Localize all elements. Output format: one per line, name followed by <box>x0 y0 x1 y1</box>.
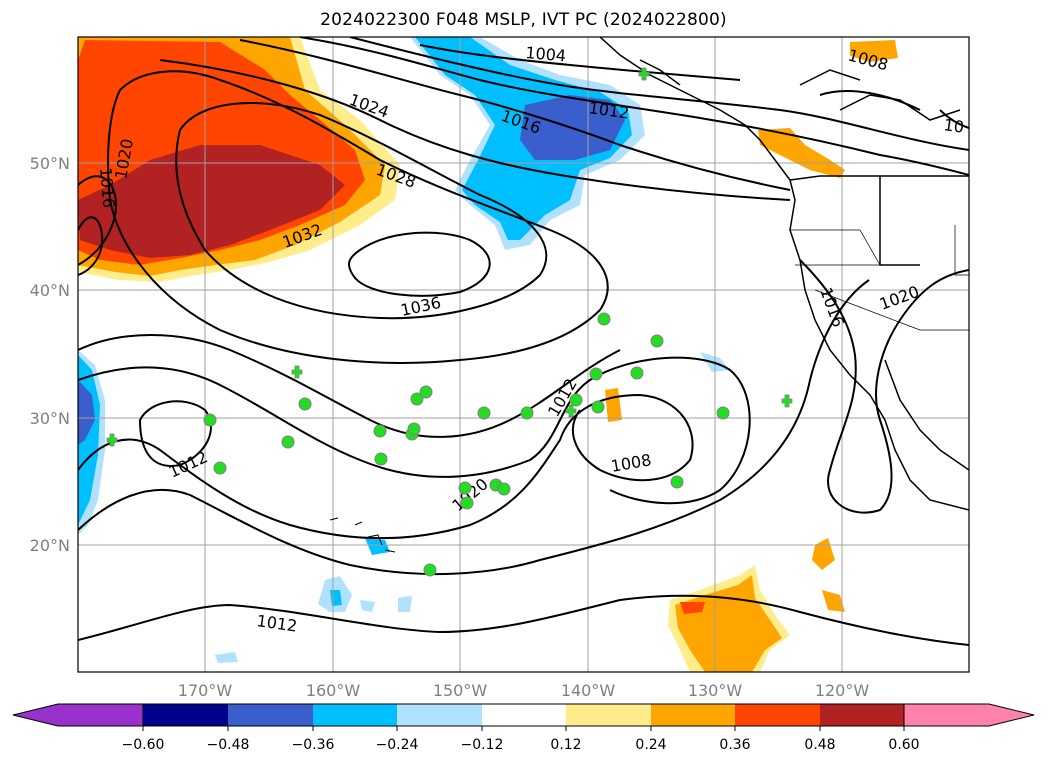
colorbar-tick: −0.36 <box>292 737 335 753</box>
isobars <box>78 37 969 646</box>
isobar-label: 10 <box>942 115 965 137</box>
obs-marker <box>497 482 511 496</box>
lat-label: 20°N <box>30 536 70 555</box>
obs-marker <box>298 397 312 411</box>
colorbar-tick: 0.60 <box>888 737 919 753</box>
ivt-negative-west <box>78 350 105 535</box>
colorbar-swatch <box>651 704 735 726</box>
obs-marker <box>213 461 227 475</box>
obs-marker <box>374 452 388 466</box>
obs-marker <box>460 496 474 510</box>
obs-marker <box>373 424 387 438</box>
obs-plus-marker <box>565 404 577 418</box>
colorbar-swatch <box>143 704 228 726</box>
lat-labels: 50°N 40°N 30°N 20°N <box>30 154 70 555</box>
colorbar-swatch <box>228 704 313 726</box>
colorbar-swatch <box>735 704 820 726</box>
isobar-label: 1004 <box>525 43 567 65</box>
obs-plus-marker <box>291 365 303 379</box>
obs-plus-marker <box>638 67 650 81</box>
hawaii-islands <box>329 517 396 553</box>
obs-marker <box>591 400 605 414</box>
colorbar-swatch <box>820 704 904 726</box>
colorbar-swatch <box>482 704 566 726</box>
obs-marker <box>281 435 295 449</box>
colorbar-tick: −0.24 <box>376 737 419 753</box>
colorbar-tick: 0.24 <box>635 737 666 753</box>
obs-marker <box>589 367 603 381</box>
lat-label: 50°N <box>30 154 70 173</box>
colorbar-swatch <box>397 704 482 726</box>
obs-marker <box>458 481 472 495</box>
obs-marker <box>650 334 664 348</box>
ivt-positive-northwest <box>78 37 400 282</box>
colorbar-swatch <box>566 704 651 726</box>
obs-plus <box>106 67 793 447</box>
lon-label: 160°W <box>306 681 361 700</box>
obs-marker <box>670 475 684 489</box>
lon-label: 120°W <box>815 681 870 700</box>
colorbar-tick: −0.60 <box>122 737 165 753</box>
ivt-positive-south <box>605 40 898 672</box>
colorbar-swatch <box>313 704 397 726</box>
lon-label: 130°W <box>688 681 743 700</box>
obs-marker <box>477 406 491 420</box>
lat-label: 40°N <box>30 281 70 300</box>
state-borders <box>790 225 969 331</box>
lon-label: 140°W <box>561 681 616 700</box>
obs-marker <box>630 366 644 380</box>
obs-marker <box>410 392 424 406</box>
obs-marker <box>569 393 583 407</box>
colorbar-extend-low <box>12 703 144 727</box>
obs-circles <box>203 312 730 577</box>
map-title: 2024022300 F048 MSLP, IVT PC (2024022800… <box>320 10 727 30</box>
lon-label: 170°W <box>178 681 233 700</box>
lon-label: 150°W <box>433 681 488 700</box>
obs-marker <box>407 422 421 436</box>
lon-labels: 170°W 160°W 150°W 140°W 130°W 120°W <box>178 681 870 700</box>
colorbar-tick: −0.12 <box>461 737 504 753</box>
map-frame <box>77 36 970 673</box>
obs-marker <box>597 312 611 326</box>
obs-plus-marker <box>781 394 793 408</box>
obs-marker <box>203 413 217 427</box>
colorbar-extend-high <box>903 703 1035 727</box>
obs-marker <box>520 406 534 420</box>
obs-marker <box>423 563 437 577</box>
obs-marker <box>716 406 730 420</box>
colorbar-tick: 0.36 <box>719 737 750 753</box>
lat-label: 30°N <box>30 409 70 428</box>
obs-plus-marker <box>106 433 118 447</box>
colorbar-tick: 0.48 <box>804 737 835 753</box>
colorbar: −0.60 −0.48 −0.36 −0.24 −0.12 0.12 0.24 … <box>12 703 1035 753</box>
coastlines <box>599 37 969 511</box>
colorbar-tick: 0.12 <box>550 737 581 753</box>
isobar-label: 1016 <box>96 167 118 209</box>
map-panel: 1004 1012 1016 1024 1028 1032 1036 1016 … <box>78 37 969 672</box>
colorbar-tick: −0.48 <box>207 737 250 753</box>
obs-marker <box>419 385 433 399</box>
